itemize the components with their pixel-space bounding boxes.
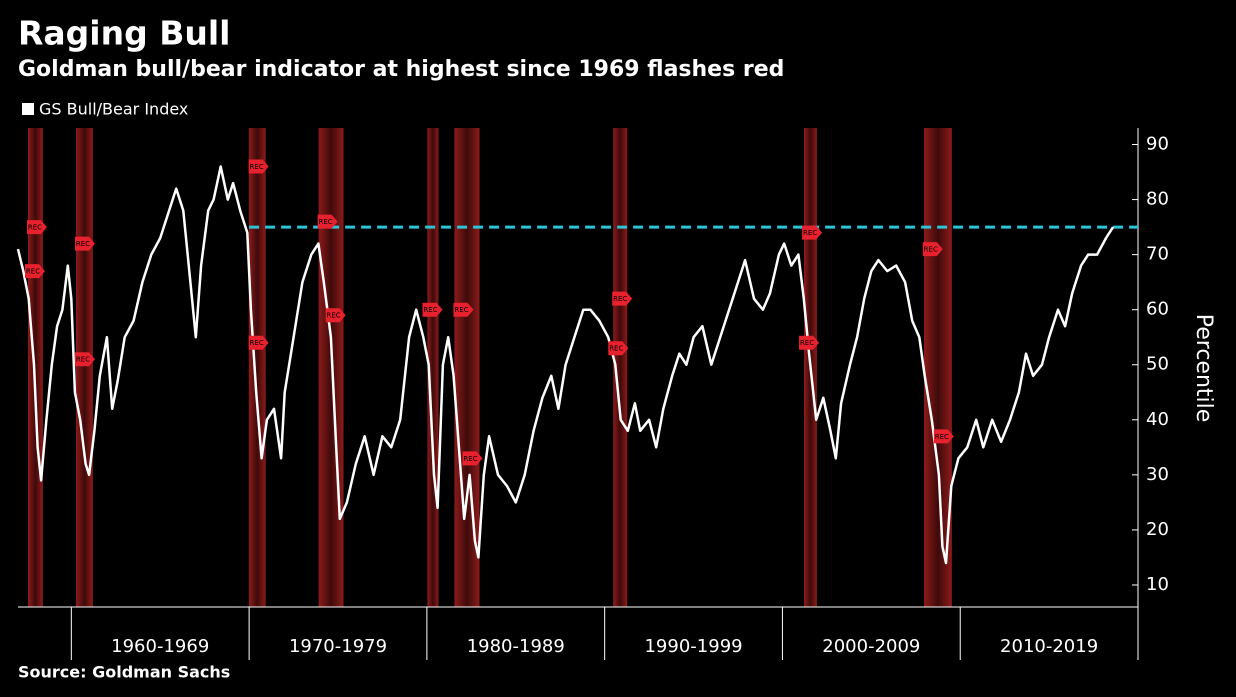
recession-marker xyxy=(325,308,346,323)
recession-marker xyxy=(462,451,483,466)
recession-band xyxy=(613,128,628,607)
recession-band xyxy=(27,128,43,607)
recession-band xyxy=(248,128,266,607)
x-tick-label: 2010-2019 xyxy=(1000,636,1098,657)
recession-marker xyxy=(802,225,823,240)
recession-marker xyxy=(26,220,47,235)
recession-marker xyxy=(74,236,95,251)
recession-band xyxy=(75,128,93,607)
recession-marker xyxy=(933,429,954,444)
y-tick-label: 70 xyxy=(1146,244,1169,265)
y-tick-label: 10 xyxy=(1146,574,1169,595)
x-tick-label: 1970-1979 xyxy=(289,636,387,657)
recession-marker-label: REC xyxy=(327,312,341,320)
recession-marker xyxy=(453,302,474,317)
y-tick-label: 60 xyxy=(1146,299,1169,320)
recession-marker-label: REC xyxy=(76,356,90,364)
recession-marker xyxy=(922,242,943,257)
source: Source: Goldman Sachs xyxy=(18,663,230,682)
recession-marker-label: REC xyxy=(76,240,90,248)
recession-marker xyxy=(317,214,338,229)
legend-label: GS Bull/Bear Index xyxy=(39,100,188,119)
recession-marker-label: REC xyxy=(319,218,333,226)
chart-title: Raging Bull xyxy=(18,14,231,53)
recession-marker-label: REC xyxy=(463,455,477,463)
recession-marker-label: REC xyxy=(28,224,42,232)
recession-band xyxy=(318,128,344,607)
x-tick-label: 1960-1969 xyxy=(111,636,209,657)
recession-marker-label: REC xyxy=(800,339,814,347)
chart-subtitle: Goldman bull/bear indicator at highest s… xyxy=(18,57,784,82)
y-tick-label: 30 xyxy=(1146,464,1169,485)
recession-marker-label: REC xyxy=(924,246,938,254)
x-tick-label: 1990-1999 xyxy=(644,636,742,657)
x-tick-label: 1980-1989 xyxy=(467,636,565,657)
recession-marker xyxy=(248,335,269,350)
recession-marker-label: REC xyxy=(609,345,623,353)
legend-swatch xyxy=(22,103,34,115)
recession-marker xyxy=(612,291,633,306)
recession-marker-label: REC xyxy=(613,295,627,303)
recession-marker-label: REC xyxy=(26,268,40,276)
recession-marker-label: REC xyxy=(423,306,437,314)
recession-band xyxy=(427,128,439,607)
recession-marker xyxy=(74,352,95,367)
recession-marker xyxy=(799,335,820,350)
y-tick-label: 90 xyxy=(1146,134,1169,155)
recession-marker-label: REC xyxy=(250,163,264,171)
recession-marker-label: REC xyxy=(250,339,264,347)
y-tick-label: 80 xyxy=(1146,189,1169,210)
y-tick-label: 20 xyxy=(1146,519,1169,540)
recession-marker xyxy=(25,264,45,279)
y-tick-label: 40 xyxy=(1146,409,1169,430)
recession-marker-label: REC xyxy=(803,229,817,237)
recession-marker-label: REC xyxy=(454,306,468,314)
recession-band xyxy=(454,128,480,607)
recession-marker xyxy=(248,159,269,174)
recession-marker-label: REC xyxy=(935,433,949,441)
x-tick-label: 2000-2009 xyxy=(822,636,920,657)
recession-marker xyxy=(422,302,443,317)
y-axis-label: Percentile xyxy=(1191,314,1216,423)
series-line xyxy=(16,165,1115,565)
y-tick-label: 50 xyxy=(1146,354,1169,375)
recession-marker xyxy=(608,341,629,356)
